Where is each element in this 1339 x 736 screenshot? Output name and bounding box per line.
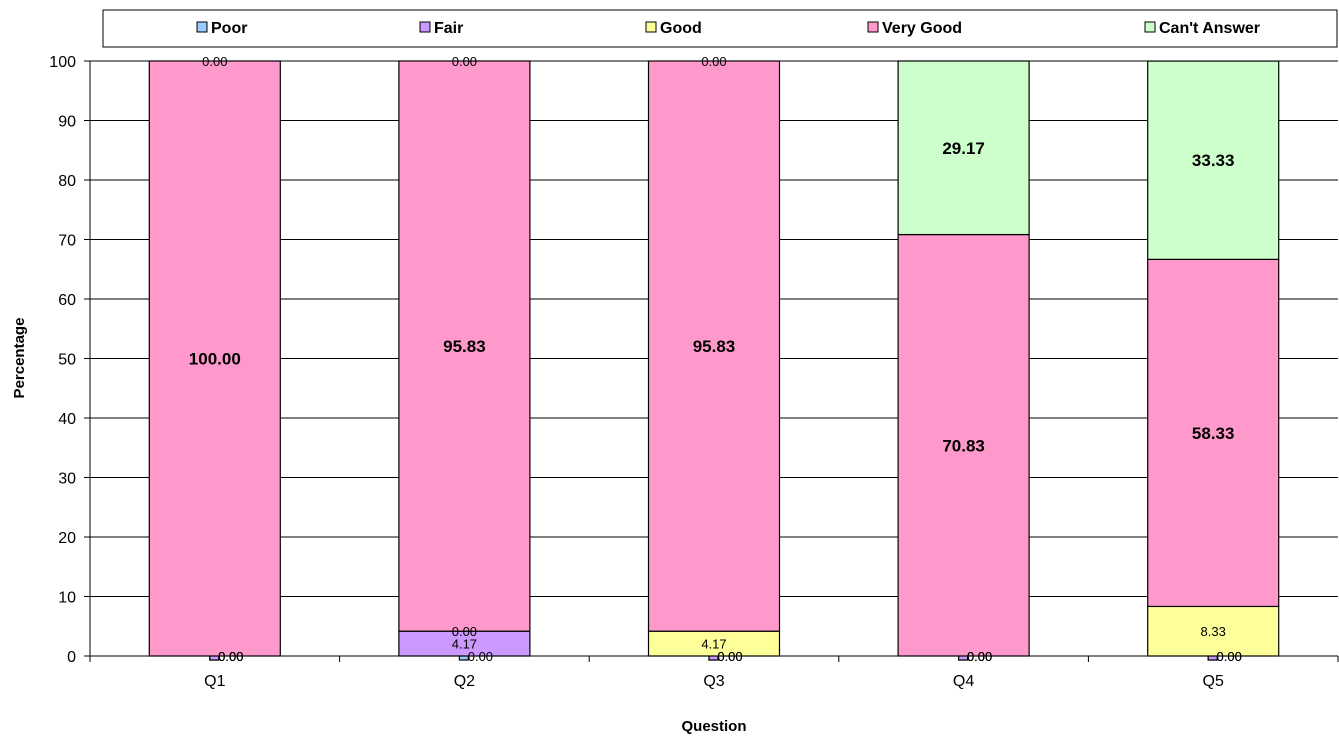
bar-segment bbox=[1147, 60, 1280, 260]
x-tick-label: Q2 bbox=[454, 673, 475, 690]
data-labels: 0.000.000.00100.000.000.004.170.0095.830… bbox=[189, 54, 1242, 664]
legend-swatch bbox=[867, 21, 879, 33]
data-label: 95.83 bbox=[443, 337, 486, 356]
bar-segment bbox=[897, 60, 1030, 236]
legend-label: Good bbox=[660, 20, 702, 37]
y-tick-label: 30 bbox=[58, 471, 76, 488]
data-label: 0.00 bbox=[452, 54, 477, 69]
data-label: 0.00 bbox=[452, 624, 477, 639]
y-tick-label: 0 bbox=[67, 649, 76, 666]
y-tick-label: 20 bbox=[58, 530, 76, 547]
data-label: 58.33 bbox=[1192, 424, 1235, 443]
data-label: 0.00 bbox=[202, 54, 227, 69]
x-tick-labels: Q1 Q2 Q3 Q4 Q5 bbox=[204, 673, 1224, 690]
y-tick-label: 70 bbox=[58, 233, 76, 250]
bar-segment bbox=[1147, 258, 1280, 608]
y-axis-title: Percentage bbox=[11, 318, 28, 399]
data-label: 100.00 bbox=[189, 350, 241, 369]
bar-segment bbox=[647, 60, 781, 632]
legend-swatch bbox=[419, 21, 431, 33]
y-tick-label: 80 bbox=[58, 173, 76, 190]
axes bbox=[84, 60, 1339, 662]
bar-segment bbox=[1147, 605, 1280, 657]
y-tick-label: 60 bbox=[58, 292, 76, 309]
data-label: 0.00 bbox=[701, 54, 726, 69]
legend-box bbox=[102, 9, 1338, 48]
bar-segment bbox=[897, 233, 1030, 657]
y-tick-label: 50 bbox=[58, 352, 76, 369]
legend-swatch bbox=[645, 21, 657, 33]
y-tick-labels: 0 10 20 30 40 50 60 70 80 90 100 bbox=[49, 54, 76, 666]
bar-segment bbox=[148, 60, 281, 657]
bars bbox=[148, 60, 1280, 661]
legend-label: Fair bbox=[434, 20, 463, 37]
legend-swatch bbox=[196, 21, 208, 33]
x-tick-label: Q3 bbox=[703, 673, 724, 690]
bar-segment bbox=[398, 60, 531, 632]
data-label: 4.17 bbox=[701, 637, 726, 652]
x-tick-label: Q1 bbox=[204, 673, 225, 690]
legend-label: Can't Answer bbox=[1159, 20, 1260, 37]
data-label: 70.83 bbox=[942, 436, 985, 455]
legend-label: Very Good bbox=[882, 20, 962, 37]
y-tick-label: 40 bbox=[58, 411, 76, 428]
y-tick-label: 90 bbox=[58, 114, 76, 131]
x-axis-title: Question bbox=[681, 718, 746, 735]
x-tick-label: Q4 bbox=[953, 673, 974, 690]
data-label: 4.17 bbox=[452, 637, 477, 652]
data-label: 8.33 bbox=[1201, 624, 1226, 639]
data-label: 29.17 bbox=[942, 139, 985, 158]
y-tick-label: 100 bbox=[49, 54, 76, 71]
legend: Poor Fair Good Very Good Can't Answer bbox=[196, 20, 1260, 37]
data-label: 33.33 bbox=[1192, 151, 1235, 170]
legend-label: Poor bbox=[211, 20, 247, 37]
y-tick-label: 10 bbox=[58, 590, 76, 607]
data-label: 95.83 bbox=[693, 337, 736, 356]
legend-swatch bbox=[1144, 21, 1156, 33]
x-tick-label: Q5 bbox=[1203, 673, 1224, 690]
